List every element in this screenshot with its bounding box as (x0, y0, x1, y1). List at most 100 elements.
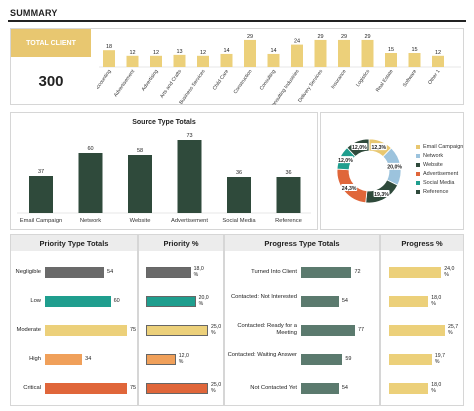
priority-totals-title: Priority Type Totals (11, 235, 137, 251)
priority-totals-value-label: 34 (85, 356, 92, 362)
donut-pct-label: 24,3% (342, 186, 357, 192)
priority-pct-value-label: 20,0 % (198, 295, 209, 307)
legend-item: Social Media (416, 180, 455, 186)
industry-category-label: Construction (233, 69, 254, 96)
progress-pct-value-label: 19,7 % (434, 353, 446, 365)
priority-pct-value-label: 18,0 % (193, 266, 204, 278)
priority-totals-bar (45, 354, 83, 365)
industry-bar (220, 53, 233, 67)
legend-swatch (416, 154, 420, 158)
industry-category-label: Business Services (178, 68, 207, 105)
priority-totals-bar (45, 383, 127, 394)
progress-pct-bar (389, 383, 429, 394)
industry-value-label: 12 (200, 50, 206, 56)
industry-value-label: 15 (388, 47, 394, 53)
industry-bar (267, 53, 280, 67)
industry-bar (408, 53, 421, 67)
priority-totals-category-label: Critical (23, 385, 41, 391)
progress-totals-panel: Progress Type Totals Turned Into Client 7… (224, 234, 380, 406)
industry-bar (173, 54, 186, 67)
source-donut-panel: 12,3% 20,0% 19,3% 24,3% 12,0% 12,0% Email Cam… (320, 112, 464, 230)
progress-totals-bar (301, 296, 339, 307)
source-bar (78, 153, 103, 213)
industry-category-label: Arts and Crafts (159, 68, 183, 99)
legend-label: Social Media (423, 180, 455, 186)
priority-pct-value-label: 12,0 % (178, 353, 189, 365)
priority-pct-bar (146, 325, 208, 336)
industry-value-label: 12 (435, 50, 441, 56)
progress-totals-category-label: Contacted: Ready for a Meeting (237, 323, 297, 336)
legend-label: Network (423, 153, 444, 159)
legend-item: Network (416, 153, 443, 159)
industry-value-label: 12 (153, 50, 159, 56)
industry-bar (197, 55, 209, 67)
priority-totals-value-label: 75 (130, 327, 137, 333)
priority-totals-category-label: Low (30, 298, 41, 304)
progress-totals-value-label: 54 (341, 298, 348, 304)
priority-totals-bar (45, 325, 127, 336)
source-bar (29, 176, 53, 213)
industry-bar (385, 53, 397, 67)
donut-pct-label: 12,3% (371, 145, 386, 151)
industry-value-label: 15 (411, 47, 417, 53)
progress-totals-category-label: Turned Into Client (251, 269, 297, 275)
industry-value-label: 29 (317, 34, 323, 40)
source-value-label: 36 (285, 170, 291, 176)
progress-pct-value-label: 24,0 % (444, 266, 455, 278)
legend-label: Reference (423, 189, 449, 195)
industry-category-label: Advertising (141, 69, 160, 93)
industry-bar (361, 39, 374, 67)
legend-label: Email Campaign (423, 144, 464, 150)
donut-label-bg (351, 143, 368, 151)
industry-value-label: 14 (223, 48, 229, 54)
priority-pct-bar (146, 267, 191, 278)
industry-category-label: Advertisement (113, 68, 137, 98)
source-value-label: 36 (236, 170, 242, 176)
source-category-label: Advertisement (171, 218, 208, 224)
progress-pct-bar (389, 354, 432, 365)
priority-pct-bar (146, 296, 196, 307)
source-value-label: 37 (38, 169, 44, 175)
donut-label-bg (386, 162, 403, 170)
industry-bar (432, 55, 444, 67)
donut-label-bg (370, 143, 387, 151)
progress-totals-bar (301, 325, 355, 336)
source-type-chart: Source Type Totals 37 Email Campaign 60 Netw… (17, 119, 311, 224)
progress-totals-value-label: 54 (341, 385, 348, 391)
industry-category-label: Child Care (212, 69, 231, 92)
legend-item: Website (416, 162, 443, 168)
industry-bar (126, 55, 139, 67)
legend-swatch (416, 145, 420, 149)
legend-label: Advertisement (423, 171, 459, 177)
priority-pct-panel: Priority % 18,0 % 20,0 % 25,0 % 12,0 % 25,0 … (138, 234, 224, 406)
priority-totals-chart: Negligible 54 Low 60 Moderate 75 High 34 Critica… (11, 251, 137, 405)
industry-bar (103, 50, 115, 67)
source-type-title: Source Type Totals (132, 119, 196, 126)
total-client-header: TOTAL CLIENT (11, 29, 91, 57)
progress-pct-title: Progress % (381, 235, 463, 251)
progress-pct-value-label: 18,0 % (431, 382, 442, 394)
priority-totals-bar (45, 267, 105, 278)
priority-totals-category-label: Moderate (16, 327, 42, 333)
progress-pct-bar (389, 296, 429, 307)
progress-totals-chart: Turned Into Client 72 Contacted: Not Inter… (225, 251, 379, 405)
progress-totals-bar (301, 383, 339, 394)
priority-pct-title: Priority % (139, 235, 223, 251)
priority-totals-category-label: High (29, 356, 41, 362)
source-category-label: Website (130, 218, 151, 224)
industry-category-label: Insurance (330, 69, 348, 91)
industry-bar (314, 39, 327, 67)
progress-pct-chart: 24,0 % 18,0 % 25,7 % 19,7 % 18,0 % (381, 251, 463, 405)
progress-pct-bar (389, 267, 442, 278)
priority-totals-panel: Priority Type Totals Negligible 54 Low 60 Mo… (10, 234, 138, 406)
industry-panel: TOTAL CLIENT 300 18 Accounting 12 Advertise… (10, 28, 464, 105)
donut-legend: Email Campaign Network Website Advertisemen… (416, 144, 464, 204)
industry-value-label: 14 (270, 48, 276, 54)
source-bar (276, 177, 301, 213)
progress-pct-value-label: 25,7 % (448, 324, 459, 336)
priority-pct-bar (146, 354, 176, 365)
industry-bar (338, 39, 350, 67)
donut-label-bg (341, 184, 358, 192)
legend-swatch (416, 163, 420, 167)
progress-totals-value-label: 77 (358, 327, 365, 333)
